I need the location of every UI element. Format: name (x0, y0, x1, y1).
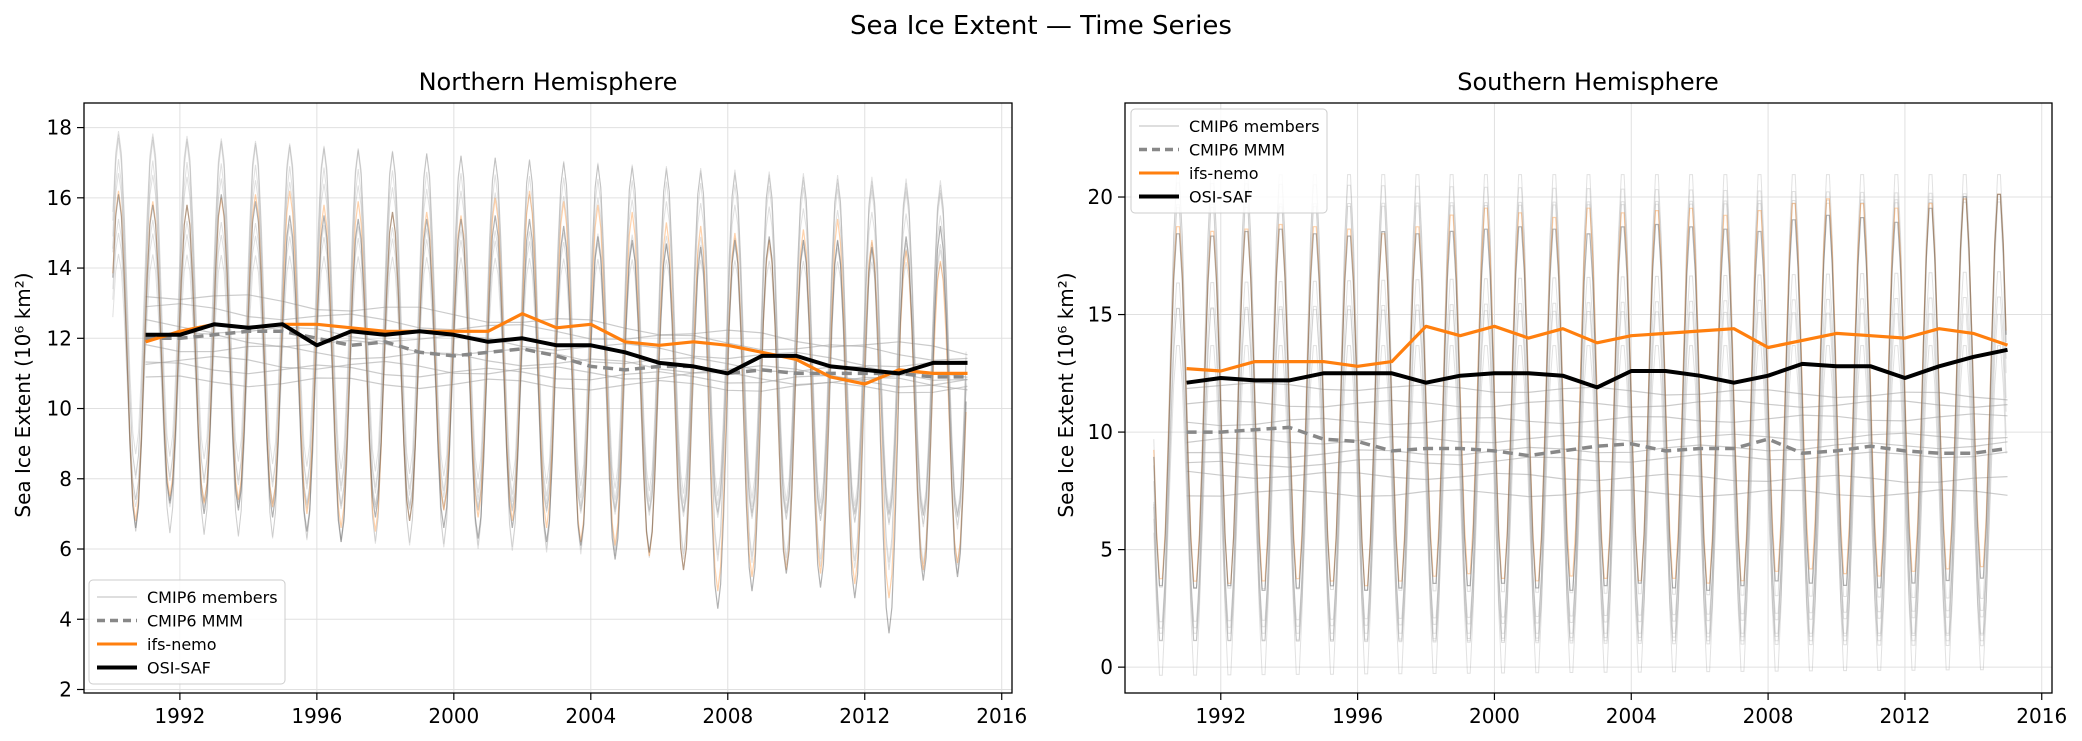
y-axis-label-southern: Sea Ice Extent (10⁶ km²) (1054, 272, 1078, 517)
legend-box (88, 579, 286, 685)
y-tick-label: 4 (59, 607, 72, 631)
x-tick-label: 2016 (2016, 704, 2067, 728)
legend-label-osi-saf: OSI-SAF (147, 659, 211, 678)
cmip6-member-annual-line (1186, 399, 2008, 409)
chart-northern-hemisphere: Northern Hemisphere Sea Ice Extent (10⁶ … (11, 68, 1027, 728)
cmip6-member-annual-line (1186, 489, 2008, 498)
chart-southern-hemisphere: Southern Hemisphere Sea Ice Extent (10⁶ … (1054, 68, 2067, 728)
cmip6-member-annual-line (145, 294, 968, 356)
y-tick-label: 18 (47, 116, 72, 140)
y-tick-label: 0 (1100, 655, 1113, 679)
x-tick-label: 1996 (291, 704, 342, 728)
ifs-nemo-monthly-line (1153, 193, 2007, 587)
x-tick-label: 1992 (1195, 704, 1246, 728)
x-tick-label: 2004 (565, 704, 616, 728)
osi-saf-annual-line (145, 322, 968, 376)
x-tick-label: 2012 (1879, 704, 1930, 728)
cmip6-member-annual-line (1186, 451, 2008, 468)
legend-label-cmip6-mmm: CMIP6 MMM (1189, 141, 1285, 160)
cmip6-member-monthly-line (1153, 201, 2007, 676)
cmip6-member-monthly-line (112, 131, 967, 514)
cmip6-member-annual-line (1186, 432, 2008, 445)
legend-label-osi-saf: OSI-SAF (1189, 188, 1253, 207)
plot-area-northern (83, 102, 1013, 694)
cmip6-member-monthly-line (112, 173, 967, 518)
x-tick-label: 1996 (1332, 704, 1383, 728)
cmip6-member-annual-line (1186, 413, 2008, 427)
legend-label-cmip6-members: CMIP6 members (147, 588, 278, 607)
ifs-nemo-monthly-line (112, 190, 967, 599)
y-tick-label: 5 (1100, 538, 1113, 562)
cmip6-member-annual-line (145, 318, 968, 368)
cmip6-member-monthly-line (1153, 271, 2007, 629)
y-tick-label: 16 (47, 186, 72, 210)
cmip6-member-monthly-line (112, 159, 967, 566)
cmip6-member-annual-line (145, 375, 968, 394)
cmip6-member-annual-line (1186, 470, 2008, 483)
legend: CMIP6 members CMIP6 MMM ifs-nemo OSI-SAF (88, 579, 286, 685)
osi-saf-monthly-line (1153, 193, 2007, 591)
osi-saf-annual-line (1186, 347, 2008, 390)
y-tick-label: 14 (47, 256, 72, 280)
y-axis-label-northern: Sea Ice Extent (10⁶ km²) (11, 272, 35, 517)
y-tick-label: 2 (59, 677, 72, 701)
plot-area-southern (1124, 102, 2053, 694)
x-tick-label: 2004 (1606, 704, 1657, 728)
x-tick-label: 1992 (154, 704, 205, 728)
panel-title-southern: Southern Hemisphere (1457, 68, 1718, 96)
figure-title: Sea Ice Extent — Time Series (850, 11, 1232, 41)
cmip6-mmm-annual-line (1186, 425, 2008, 458)
legend-label-cmip6-members: CMIP6 members (1189, 117, 1320, 136)
grid (84, 103, 1012, 693)
cmip6-member-monthly-line (1153, 182, 2007, 599)
cmip6-member-monthly-line (112, 138, 967, 574)
legend-label-cmip6-mmm: CMIP6 MMM (147, 612, 243, 631)
y-tick-label: 8 (59, 467, 72, 491)
x-tick-label: 2000 (1469, 704, 1520, 728)
cmip6-member-annual-line (145, 303, 968, 362)
ticks: 1992 1996 2000 2004 2008 2012 2016 2 4 6 8 10 12 14 16… (47, 116, 1028, 728)
cmip6-member-annual-line (1186, 441, 2008, 459)
x-tick-label: 2016 (976, 704, 1027, 728)
ifs-nemo-annual-line (1186, 324, 2009, 373)
osi-saf-monthly-line (112, 194, 967, 634)
legend-box (1130, 108, 1328, 214)
y-tick-label: 15 (1088, 303, 1113, 327)
cmip6-member-monthly-line (112, 232, 967, 517)
legend-label-ifs-nemo: ifs-nemo (147, 635, 217, 654)
cmip6-member-monthly-line (1153, 308, 2007, 647)
x-tick-label: 2008 (702, 704, 753, 728)
ticks: 1992 1996 2000 2004 2008 2012 2016 0 5 10 15 20 (1088, 185, 2068, 728)
panel-title-northern: Northern Hemisphere (419, 68, 678, 96)
y-tick-label: 10 (47, 397, 72, 421)
y-tick-label: 10 (1088, 420, 1113, 444)
cmip6-member-monthly-line (112, 253, 967, 516)
series-layer (1153, 174, 2009, 676)
x-tick-label: 2012 (839, 704, 890, 728)
series-layer (112, 131, 968, 634)
x-tick-label: 2008 (1743, 704, 1794, 728)
legend: CMIP6 members CMIP6 MMM ifs-nemo OSI-SAF (1130, 108, 1328, 214)
y-tick-label: 6 (59, 537, 72, 561)
legend-label-ifs-nemo: ifs-nemo (1189, 164, 1259, 183)
cmip6-member-monthly-line (112, 218, 967, 526)
cmip6-mmm-annual-line (145, 329, 968, 379)
cmip6-member-monthly-line (1153, 174, 2007, 634)
x-tick-label: 2000 (428, 704, 479, 728)
y-tick-label: 12 (47, 326, 72, 350)
cmip6-member-monthly-line (1153, 198, 2007, 642)
y-tick-label: 20 (1088, 185, 1113, 209)
